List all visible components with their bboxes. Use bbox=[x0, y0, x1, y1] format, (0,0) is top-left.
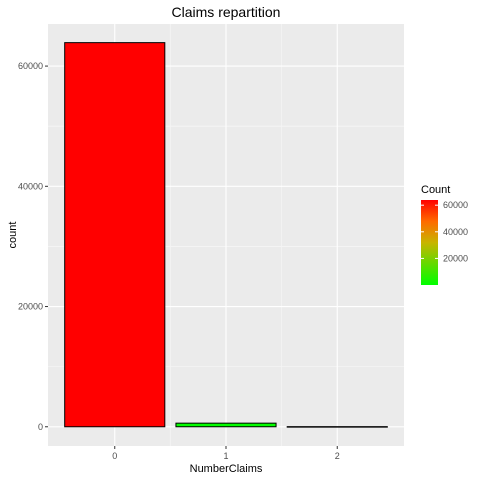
legend-tick-label: 40000 bbox=[443, 227, 468, 237]
legend-colorbar bbox=[421, 200, 438, 285]
bar-0 bbox=[64, 42, 166, 428]
legend: Count 20000 40000 60000 bbox=[421, 184, 468, 285]
y-tick-label: 0 bbox=[38, 422, 43, 432]
y-tick-label: 20000 bbox=[18, 302, 43, 312]
x-tick-label: 0 bbox=[112, 451, 117, 461]
bars bbox=[64, 42, 388, 428]
y-tick-label: 60000 bbox=[18, 61, 43, 71]
legend-title: Count bbox=[421, 184, 450, 196]
y-axis-title: count bbox=[7, 222, 19, 249]
bar-1 bbox=[175, 422, 277, 428]
chart-title: Claims repartition bbox=[172, 4, 281, 20]
x-axis-title: NumberClaims bbox=[190, 463, 263, 475]
bar-2 bbox=[286, 426, 388, 428]
y-axis-ticks: 0 20000 40000 60000 bbox=[18, 61, 48, 432]
legend-tick-label: 20000 bbox=[443, 253, 468, 263]
legend-tick-label: 60000 bbox=[443, 200, 468, 210]
x-tick-label: 1 bbox=[223, 451, 228, 461]
x-tick-label: 2 bbox=[335, 451, 340, 461]
x-axis-ticks: 0 1 2 bbox=[112, 446, 340, 461]
y-tick-label: 40000 bbox=[18, 181, 43, 191]
legend-ticks: 20000 40000 60000 bbox=[421, 200, 468, 263]
